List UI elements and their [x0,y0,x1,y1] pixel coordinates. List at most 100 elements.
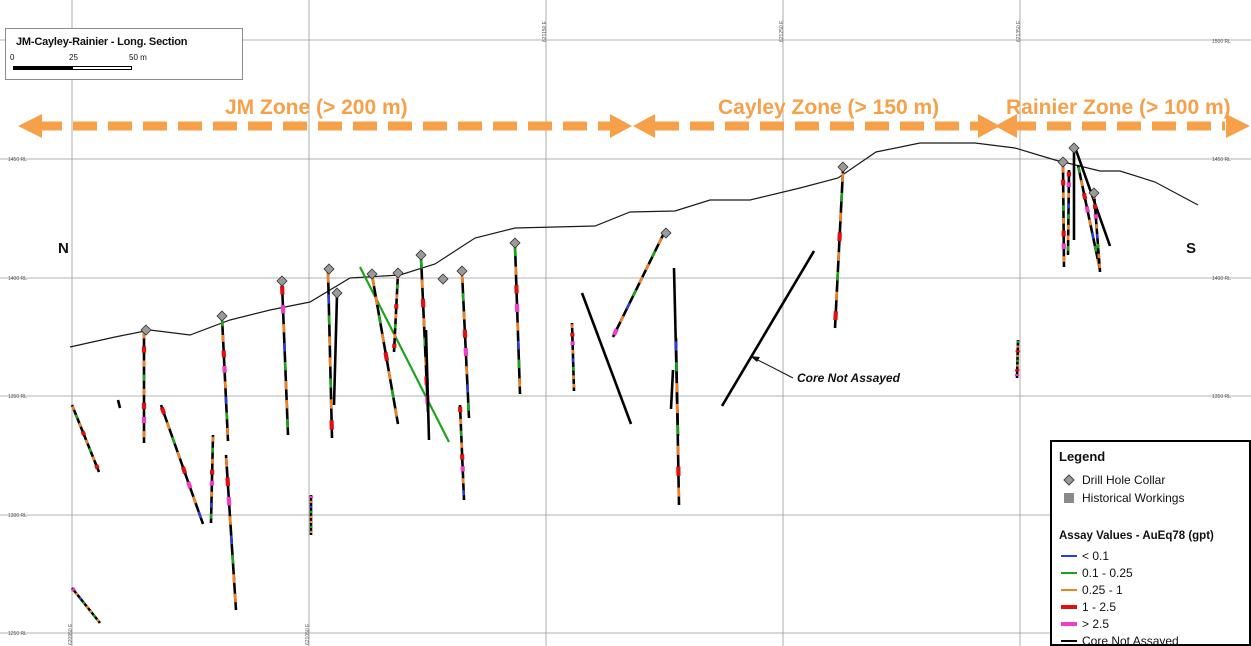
assay-interval [230,516,231,525]
assay-interval [392,390,393,398]
drill-hole-collar-icon [438,274,448,284]
assay-interval [89,448,90,452]
assay-interval [395,408,396,416]
assay-interval [1081,180,1082,186]
drill-hole-collar-icon [324,264,334,274]
drill-hole [1063,165,1064,267]
assay-interval [193,497,195,504]
assay-interval [627,303,630,309]
legend-label: 1 - 2.5 [1082,600,1116,614]
assay-interval [167,422,169,429]
drill-hole [1017,340,1018,378]
legend-label: Historical Workings [1082,491,1184,505]
drill-hole [72,588,100,623]
legend-label: Core Not Assayed [1082,634,1179,646]
zone-label-rainier: Rainier Zone (> 100 m) [1006,96,1231,120]
drill-hole [222,317,228,441]
drill-hole [613,233,664,337]
assay-interval [79,423,80,427]
assay-interval [620,316,623,322]
line-swatch-icon [1059,603,1079,611]
drill-hole-collar-icon [277,276,287,286]
legend-item: 0.25 - 1 [1059,582,1123,598]
scale-bar-segment [72,66,132,70]
assay-interval [97,619,99,621]
zone-label-jm: JM Zone (> 200 m) [225,96,408,120]
assay-interval [178,452,180,459]
drill-hole-collar-icon [367,269,377,279]
drill-hole [460,405,464,500]
drill-hole-collar-icon [217,311,227,321]
line-swatch-icon [1059,552,1079,560]
assay-interval [90,611,92,613]
rl-tick-label: 1350 RL [1212,394,1231,400]
drill-hole-collar-icon [416,250,426,260]
line-swatch-icon [1059,586,1079,594]
assay-interval [1089,220,1090,226]
diamond-icon [1059,474,1079,486]
rl-tick-label: 1300 RL [8,513,27,519]
assay-interval [199,512,201,519]
assay-interval [83,431,84,435]
assay-interval [646,264,649,270]
hole-trace-not-assayed [334,295,337,405]
assay-interval [76,415,77,419]
rl-tick-label: 1450 RL [1212,157,1231,163]
assay-interval [386,352,387,360]
assay-interval [73,589,75,591]
easting-tick-label: 620950 E [68,623,74,645]
assay-interval [389,371,390,379]
drill-hole [161,405,203,524]
legend-item: 0.1 - 0.25 [1059,565,1133,581]
legend-subtitle: Assay Values - AuEq78 (gpt) [1059,530,1214,542]
zone-label-cayley: Cayley Zone (> 150 m) [718,96,939,120]
easting-tick-label: 621250 E [779,20,785,42]
assay-interval [226,458,227,467]
legend-item: > 2.5 [1059,616,1109,632]
assay-interval [232,555,233,564]
drill-hole-collar-icon [510,238,520,248]
zone-arrow-head [633,114,655,138]
drill-hole [328,270,332,438]
legend-item: Drill Hole Collar [1059,472,1165,488]
rl-tick-label: 1350 RL [8,394,27,400]
easting-tick-label: 621150 E [542,20,548,42]
assay-interval [231,536,232,545]
legend-item: Historical Workings [1059,490,1184,506]
north-label: N [58,240,69,257]
assay-interval [229,497,230,506]
legend-item: Core Not Assayed [1059,633,1179,646]
assay-interval [1095,246,1096,252]
scale-label: 50 m [129,53,147,62]
assay-interval [234,574,235,583]
drill-hole [118,400,120,408]
hole-trace [360,267,449,442]
topography-line [70,143,1198,347]
scale-label: 25 [69,53,78,62]
drill-hole-collar-icon [1058,157,1068,167]
drill-hole [426,330,429,440]
hole-trace-not-assayed [426,330,429,440]
assay-interval [373,278,374,286]
line-swatch-icon [1059,637,1079,645]
assay-interval [94,615,96,617]
drill-hole [515,245,520,394]
scale-label: 0 [10,53,14,62]
legend-label: > 2.5 [1082,617,1109,631]
legend-label: Drill Hole Collar [1082,473,1165,487]
drill-hole-collar-icon [457,266,467,276]
assay-interval [235,594,236,603]
pointer-arrowhead [750,356,760,362]
assay-interval [382,334,383,342]
drill-hole [282,283,288,435]
drill-hole [676,338,679,505]
drill-holes [72,150,1110,623]
square-icon [1059,492,1079,504]
drill-hole [360,267,449,442]
legend-label: 0.25 - 1 [1082,583,1123,597]
core-not-assayed-pointer [752,357,793,378]
drill-hole-collar-icon [393,268,403,278]
zone-arrow-head [610,114,632,138]
assay-interval [376,297,377,305]
